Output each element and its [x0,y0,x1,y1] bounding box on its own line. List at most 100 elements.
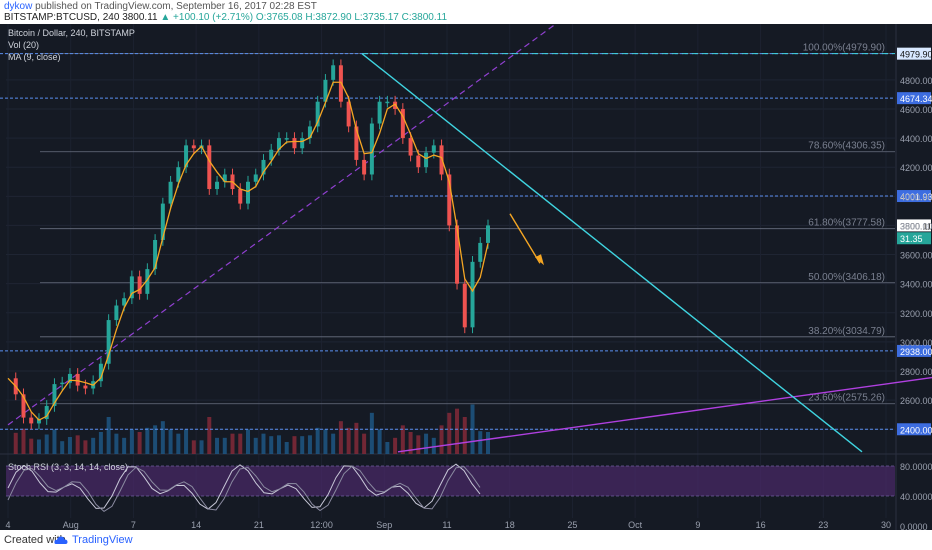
open-value: O:3765.08 [255,12,303,23]
candle-body [462,283,467,328]
volume-bar [122,437,127,454]
ma-line [7,81,489,421]
x-tick-label: 9 [695,520,700,530]
volume-bar [323,429,328,454]
volume-bar [215,437,220,454]
candle-body [354,126,359,160]
candle-body [75,373,80,386]
x-tick-label: 4 [5,520,10,530]
volume-bar [52,429,57,454]
volume-bar [385,442,390,454]
publish-line: dykow published on TradingView.com, Sept… [4,1,317,12]
stoch-tick-label: 0.0000 [900,522,928,530]
candle-body [478,242,483,262]
fib-level-label: 38.20%(3034.79) [808,326,885,337]
price-tag-bg [897,423,931,436]
volume-bar [292,436,297,454]
volume-bar [331,433,336,454]
volume-bar [145,427,150,454]
price-tag-label: 4674.34 [900,94,932,104]
x-tick-label: 21 [254,520,264,530]
candle-body [238,189,243,204]
candle-body [215,181,220,190]
x-tick-label: 12:00 [310,520,333,530]
volume-bar [416,435,421,454]
y-tick-label: 2800.00 [900,367,932,377]
candle-body [83,385,88,389]
x-tick-label: 16 [756,520,766,530]
candle-body [29,417,34,424]
candle-body [222,174,227,182]
candle-body [269,149,274,160]
x-tick-label: Sep [376,520,392,530]
high-value: H:3872.90 [305,12,352,23]
candle-body [431,145,436,153]
volume-bar [284,442,289,454]
x-tick-label: 18 [505,520,515,530]
volume-bar [13,432,18,454]
symbol-label: BITSTAMP:BTCUSD, 240 [4,12,120,23]
stoch-band [6,466,895,496]
price-tag-bg [897,344,931,357]
y-tick-label: 3600.00 [900,251,932,261]
candle-body [385,101,390,104]
projection-arrowhead [535,254,544,266]
ohlc-line: BITSTAMP:BTCUSD, 240 3800.11 ▲ +100.10 (… [4,12,447,23]
volume-bar [83,440,88,454]
candle-body [424,152,429,168]
tradingview-link[interactable]: TradingView [72,534,133,546]
volume-bar [377,429,382,454]
volume-bar [307,435,312,454]
candle-body [486,225,490,243]
candle-body [369,123,374,175]
volume-bar [184,429,189,454]
candle-body [331,65,336,80]
y-tick-label: 4600.00 [900,105,932,115]
volume-bar [199,440,204,454]
y-tick-label: 2600.00 [900,396,932,406]
trendline-cyan [361,53,863,453]
y-tick-label: 3400.00 [900,280,932,290]
volume-bar [176,433,181,454]
candle-body [261,159,266,175]
price-tag-bg [897,190,931,203]
stoch-tick-label: 80.0000 [900,462,932,472]
chart-area[interactable]: 100.00%(4979.90) 78.60%(4306.35) 61.80%(37… [0,24,932,530]
volume-bar [362,433,367,454]
author-link[interactable]: dykow [4,1,33,12]
trendline-purple [397,376,932,453]
volume-bar [129,429,134,454]
volume-bar [354,422,359,454]
price-tag-bg [897,92,931,105]
candle-body [400,108,405,139]
price-tag-bg [897,219,931,232]
volume-bar [222,437,227,454]
x-tick-label: 11 [442,520,451,530]
candle-body [36,419,41,424]
tradingview-cloud-icon [54,536,68,544]
candle-body [455,225,460,284]
y-tick-label: 4400.00 [900,134,932,144]
volume-bar [168,429,173,454]
candle-body [176,167,181,182]
candle-body [67,373,72,383]
x-tick-label: 7 [131,520,136,530]
candle-body [44,405,49,420]
volume-bar [106,417,111,454]
candle-body [276,138,281,150]
volume-bar [191,440,196,454]
legend-vol: Vol (20) [8,40,40,50]
candle-body [416,155,421,168]
volume-bar [160,421,165,454]
fib-level-label: 100.00%(4979.90) [803,43,885,54]
volume-bar [455,408,460,454]
candle-body [470,261,475,328]
candle-body [377,101,382,124]
volume-tag-bg [897,232,931,245]
price-chart[interactable]: 100.00%(4979.90) 78.60%(4306.35) 61.80%(37… [0,24,932,530]
legend-title: Bitcoin / Dollar, 240, BITSTAMP [8,28,135,38]
volume-bar [253,437,258,454]
volume-bar [67,437,72,454]
x-tick-label: 23 [818,520,828,530]
candle-body [292,138,297,149]
